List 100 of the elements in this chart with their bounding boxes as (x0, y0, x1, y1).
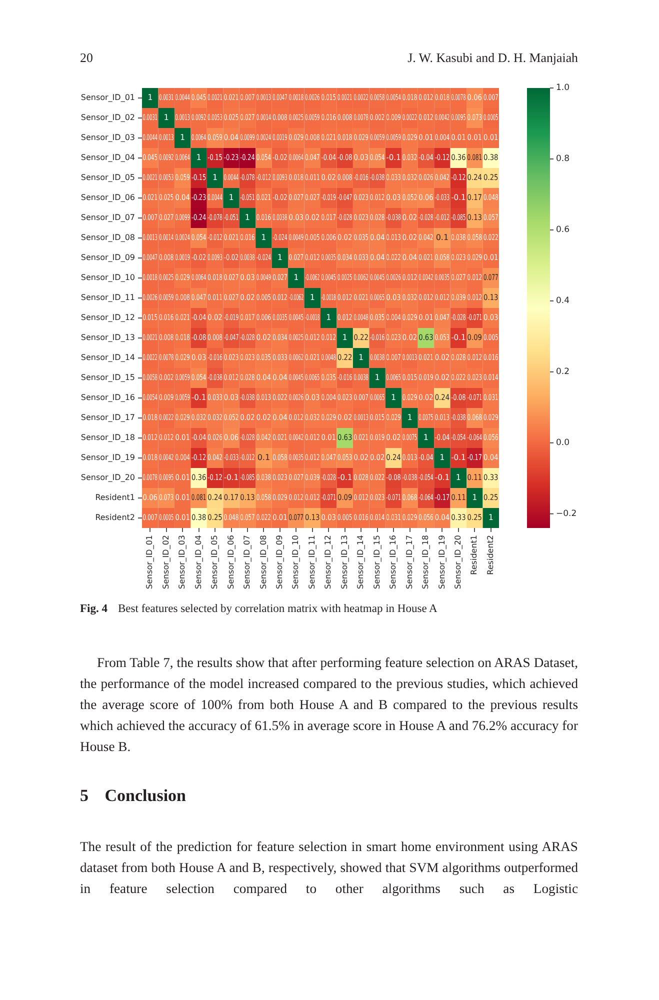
data-label: 0.0064 (175, 152, 190, 163)
data-label: 0.021 (256, 192, 272, 202)
data-label: 0.17 (467, 192, 482, 202)
data-label: 0.01 (451, 132, 466, 142)
data-label: 0.012 (321, 332, 336, 342)
data-label: 0.018 (208, 272, 222, 282)
data-label: 1 (212, 173, 218, 182)
data-label: 0.027 (288, 472, 304, 482)
data-label: -0.08 (451, 393, 466, 402)
data-label: 0.029 (175, 272, 190, 282)
data-label: 0.0059 (370, 132, 385, 143)
data-label: -0.12 (451, 173, 466, 182)
data-label: -0.038 (240, 392, 255, 403)
data-label: -0.064 (418, 492, 434, 503)
data-label: 0.023 (224, 352, 239, 362)
data-label: 0.01 (175, 512, 190, 522)
y-tick-label: Sensor_ID_16 (80, 393, 135, 402)
data-label: 0.018 (142, 452, 158, 462)
y-tick-label: Sensor_ID_15 (80, 373, 135, 382)
data-label: 0.033 (354, 252, 368, 262)
data-label: 0.054 (370, 152, 385, 162)
data-label: 1 (277, 253, 282, 262)
data-label: 0.028 (354, 472, 368, 482)
data-label: 0.0048 (321, 352, 336, 363)
data-label: 0.0078 (142, 472, 158, 483)
x-tick-label: Resident2 (486, 535, 495, 575)
data-label: 0.0093 (208, 252, 222, 263)
data-label: 0.027 (272, 272, 288, 282)
data-label: 0.13 (240, 492, 256, 502)
data-label: 0.24 (208, 492, 223, 502)
data-label: 0.056 (418, 512, 434, 522)
data-label: 0.03 (484, 312, 499, 322)
data-label: 0.023 (272, 472, 288, 482)
data-label: -0.1 (224, 472, 239, 482)
data-label: 0.007 (354, 392, 368, 402)
data-label: 0.029 (288, 132, 304, 142)
data-label: 0.045 (142, 152, 158, 162)
data-label: 0.02 (402, 232, 418, 242)
data-label: 0.03 (321, 512, 336, 522)
data-label: -0.038 (402, 472, 418, 483)
data-label: -0.02 (272, 193, 288, 202)
data-label: 0.021 (418, 252, 434, 262)
data-label: 0.019 (418, 372, 434, 382)
data-label: 0.24 (386, 452, 402, 462)
data-label: -0.028 (240, 332, 255, 343)
data-label: 0.0099 (175, 212, 190, 223)
data-label: 0.014 (370, 512, 385, 522)
data-label: 0.0025 (158, 272, 174, 283)
data-label: 0.0047 (142, 252, 158, 263)
data-label: 0.022 (272, 392, 288, 402)
data-label: 0.0022 (354, 92, 368, 103)
data-label: 0.004 (434, 132, 450, 142)
data-label: -0.17 (467, 453, 482, 462)
data-label: 0.06 (467, 92, 482, 102)
data-label: 0.13 (484, 292, 499, 302)
data-label: 0.0021 (142, 332, 158, 343)
data-label: -0.016 (354, 172, 368, 183)
data-label: 0.006 (256, 312, 272, 322)
data-label: -0.08 (337, 153, 352, 162)
data-label: 0.012 (288, 492, 304, 502)
x-tick-label: Sensor_ID_15 (372, 535, 382, 590)
data-label: 0.02 (337, 412, 352, 422)
data-label: 1 (390, 393, 396, 402)
data-label: 0.0049 (288, 232, 304, 243)
data-label: 0.021 (321, 132, 336, 142)
data-label: 0.002 (370, 112, 385, 122)
data-label: 0.11 (467, 472, 482, 482)
data-label: 0.053 (434, 332, 450, 342)
data-label: 0.034 (272, 332, 288, 342)
data-label: 0.027 (224, 272, 239, 282)
data-label: 0.054 (256, 152, 272, 162)
data-label: 1 (488, 513, 494, 522)
data-label: -0.24 (191, 213, 207, 222)
data-label: 0.0049 (256, 272, 272, 283)
data-label: 0.01 (484, 132, 498, 142)
data-label: 0.029 (402, 512, 418, 522)
data-label: 0.22 (337, 352, 352, 362)
data-label: 0.027 (288, 252, 304, 262)
data-label: 0.0059 (175, 372, 190, 383)
data-label: 0.04 (256, 372, 272, 382)
x-tick-label: Sensor_ID_17 (404, 535, 414, 590)
data-label: 0.008 (272, 112, 288, 122)
data-label: 0.25 (484, 492, 499, 502)
data-label: 0.04 (484, 452, 499, 462)
data-label: 0.035 (354, 232, 368, 242)
data-label: -0.038 (370, 172, 385, 183)
data-label: 0.012 (337, 292, 352, 302)
data-label: 0.015 (370, 412, 385, 422)
data-label: 0.04 (272, 412, 288, 422)
data-label: 0.004 (175, 452, 190, 462)
data-label: -0.1 (451, 192, 466, 202)
data-label: 0.077 (288, 512, 304, 522)
data-label: -0.038 (208, 372, 222, 383)
caption: Fig. 4 (80, 603, 108, 615)
data-label: -0.12 (434, 153, 450, 162)
data-label: -0.024 (256, 252, 272, 263)
data-label: 0.01 (321, 432, 336, 442)
data-label: -0.047 (224, 332, 239, 343)
data-label: -0.033 (434, 192, 450, 203)
text: J. W. Kasubi and D. H. Manjaiah (408, 51, 578, 66)
